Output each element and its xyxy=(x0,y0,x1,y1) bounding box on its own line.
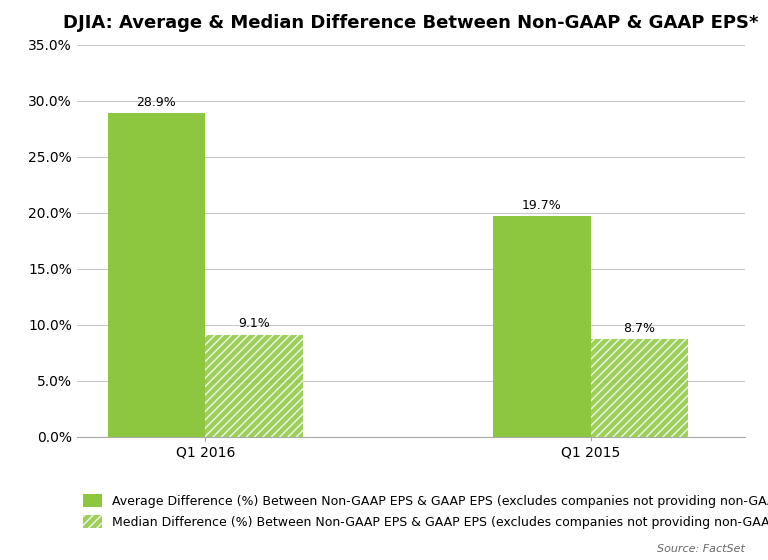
Bar xyxy=(591,339,688,437)
Bar xyxy=(108,113,205,437)
Text: 28.9%: 28.9% xyxy=(137,96,177,109)
Text: Source: FactSet: Source: FactSet xyxy=(657,544,745,554)
Bar xyxy=(205,335,303,437)
Legend: Average Difference (%) Between Non-GAAP EPS & GAAP EPS (excludes companies not p: Average Difference (%) Between Non-GAAP … xyxy=(83,494,768,529)
Title: DJIA: Average & Median Difference Between Non-GAAP & GAAP EPS*: DJIA: Average & Median Difference Betwee… xyxy=(63,14,759,32)
Bar xyxy=(493,216,591,437)
Text: 8.7%: 8.7% xyxy=(624,322,656,335)
Text: 19.7%: 19.7% xyxy=(522,199,562,212)
Text: 9.1%: 9.1% xyxy=(238,318,270,330)
